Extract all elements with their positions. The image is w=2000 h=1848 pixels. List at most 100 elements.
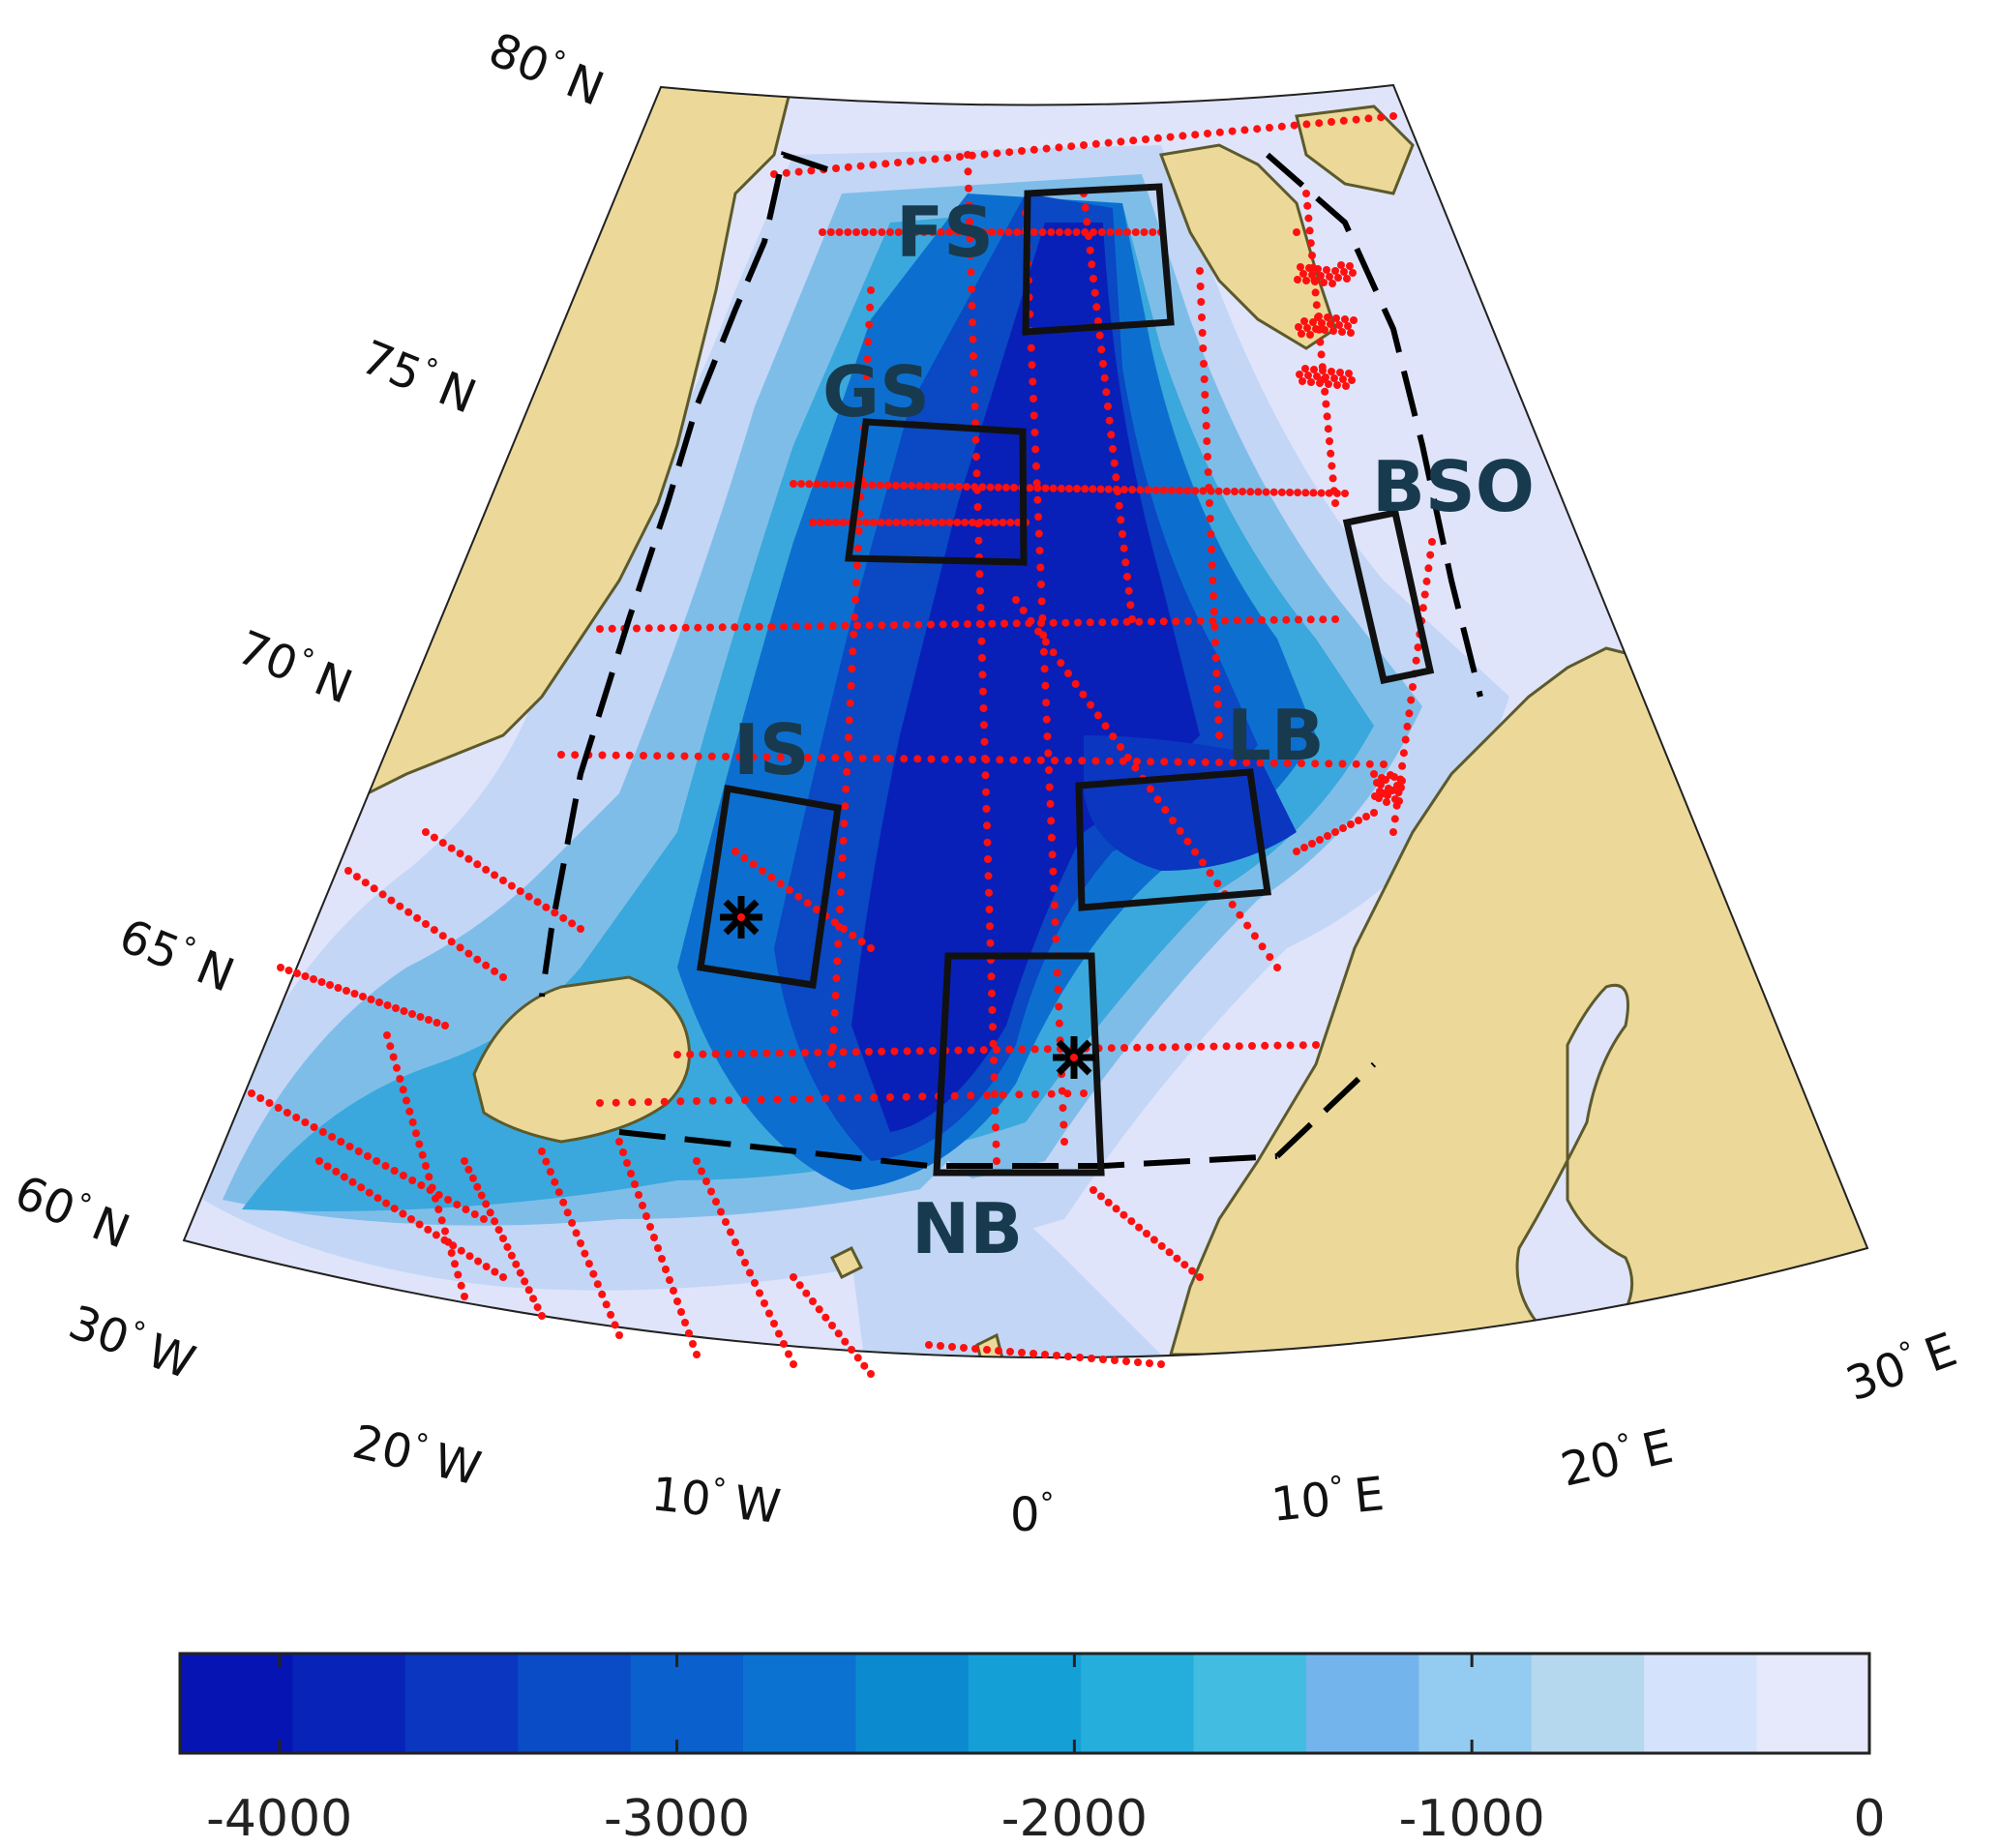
station-dot: [969, 318, 976, 327]
station-dot: [1339, 824, 1347, 832]
station-dot: [992, 1140, 1000, 1148]
station-dot: [1283, 759, 1292, 767]
station-dot: [1300, 844, 1308, 851]
station-dot: [657, 624, 666, 633]
station-dot: [491, 871, 499, 879]
station-dot: [432, 1194, 439, 1203]
station-dot: [939, 482, 947, 491]
station-dot: [1298, 760, 1305, 767]
station-dot: [1060, 1120, 1068, 1129]
station-dot: [1087, 700, 1095, 709]
station-dot: [940, 755, 949, 763]
station-dot: [1228, 900, 1237, 909]
station-dot: [1063, 228, 1072, 236]
station-dot: [428, 1183, 436, 1192]
station-dot: [838, 1094, 846, 1102]
station-dot: [340, 1173, 348, 1181]
station-dot: [633, 624, 641, 633]
station-dot: [968, 151, 976, 160]
station-dot: [1064, 757, 1073, 765]
station-dot: [797, 480, 806, 489]
station-dot: [1352, 760, 1360, 768]
station-dot: [993, 149, 1001, 158]
station-dot: [867, 1370, 875, 1378]
station-dot: [1172, 617, 1180, 626]
station-dot: [894, 159, 902, 166]
station-dot: [1355, 817, 1362, 824]
station-dot: [464, 854, 473, 863]
station-dot: [694, 623, 702, 632]
station-dot: [1325, 760, 1333, 768]
station-dot: [805, 1094, 814, 1103]
station-dot: [1331, 267, 1339, 275]
station-dot: [1091, 757, 1100, 765]
depth-colorbar: -4000 -3000 -2000 -1000 0: [178, 1652, 1886, 1848]
station-dot: [809, 519, 817, 526]
station-dot: [1161, 806, 1170, 815]
station-dot: [790, 753, 798, 761]
station-dot: [1299, 1041, 1307, 1050]
station-dot: [1201, 758, 1209, 766]
station-dot: [920, 228, 928, 236]
station-dot: [581, 1249, 589, 1258]
station-dot: [1365, 760, 1374, 768]
station-dot: [494, 1226, 503, 1235]
station-dot: [673, 1051, 681, 1058]
station-dot: [1097, 345, 1106, 354]
station-dot: [780, 622, 788, 631]
station-dot: [533, 1303, 542, 1312]
station-dot: [1229, 759, 1238, 767]
station-dot: [658, 1255, 666, 1263]
station-dot: [1324, 425, 1332, 433]
station-dot: [408, 1010, 416, 1018]
station-dot: [851, 612, 859, 621]
station-dot: [654, 1244, 662, 1252]
station-dot: [870, 1093, 879, 1102]
station-dot: [828, 1043, 837, 1052]
station-dot: [415, 1140, 424, 1148]
station-dot: [915, 1047, 924, 1056]
station-dot: [915, 519, 923, 526]
station-dot: [970, 385, 978, 394]
station-dot: [1243, 921, 1252, 930]
station-dot: [986, 939, 995, 947]
station-dot: [1159, 486, 1168, 494]
station-dot: [1266, 124, 1273, 132]
station-dot: [1213, 685, 1221, 693]
station-dot: [1044, 749, 1053, 758]
station-dot: [1329, 487, 1338, 495]
station-dot: [1055, 1002, 1063, 1011]
station-dot: [837, 871, 846, 879]
station-dot: [403, 1096, 410, 1105]
station-dot: [776, 879, 785, 888]
station-dot: [749, 753, 758, 761]
station-dot: [836, 888, 845, 897]
station-dot: [447, 938, 456, 946]
station-dot: [1037, 597, 1046, 606]
station-dot: [860, 406, 869, 415]
station-dot: [983, 838, 992, 847]
station-dot: [853, 621, 861, 630]
station-dot: [393, 1063, 401, 1072]
station-dot: [1187, 758, 1196, 766]
station-dot: [1051, 918, 1060, 927]
station-dot: [512, 1260, 521, 1268]
station-dot: [1099, 360, 1107, 368]
station-dot: [985, 888, 993, 897]
station-dot: [1107, 1044, 1116, 1053]
station-dot: [1212, 670, 1221, 677]
station-dot: [986, 922, 994, 931]
station-dot: [1341, 315, 1349, 323]
station-dot: [345, 1143, 354, 1150]
station-dot: [1146, 1359, 1153, 1367]
station-dot: [975, 570, 984, 579]
lon-label-20w: 20°W: [347, 1414, 486, 1497]
station-dot: [1235, 1042, 1243, 1051]
station-dot: [1107, 431, 1116, 439]
station-dot: [1105, 757, 1114, 765]
station-dot: [1030, 1350, 1037, 1357]
station-dot: [1240, 126, 1249, 134]
station-dot: [396, 1075, 404, 1083]
station-dot: [1424, 564, 1433, 573]
station-dot: [1101, 722, 1110, 730]
